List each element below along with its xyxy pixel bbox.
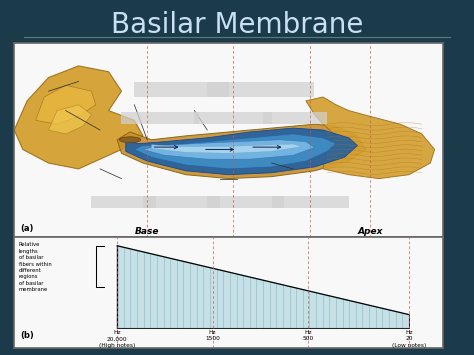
Text: Apex: Apex xyxy=(357,227,383,236)
FancyBboxPatch shape xyxy=(272,196,349,208)
Polygon shape xyxy=(36,85,96,124)
Text: Hz
20
(Low notes): Hz 20 (Low notes) xyxy=(392,330,426,348)
Text: Hz
1500: Hz 1500 xyxy=(205,330,220,342)
FancyBboxPatch shape xyxy=(143,196,220,208)
Polygon shape xyxy=(134,134,336,169)
Text: Base: Base xyxy=(135,227,159,236)
Polygon shape xyxy=(48,105,91,134)
Text: Basilar Membrane: Basilar Membrane xyxy=(111,11,363,39)
FancyBboxPatch shape xyxy=(91,196,156,208)
Text: Relative
lengths
of basilar
fibers within
different
regions
of basilar
membrane: Relative lengths of basilar fibers withi… xyxy=(18,242,51,292)
Text: (b): (b) xyxy=(21,331,35,340)
FancyBboxPatch shape xyxy=(207,82,315,97)
Polygon shape xyxy=(14,66,143,169)
FancyBboxPatch shape xyxy=(194,111,272,124)
FancyBboxPatch shape xyxy=(134,82,228,97)
Polygon shape xyxy=(117,124,366,179)
Polygon shape xyxy=(117,246,409,328)
Polygon shape xyxy=(306,97,435,179)
FancyBboxPatch shape xyxy=(121,111,199,124)
Text: Hz
20,000
(High notes): Hz 20,000 (High notes) xyxy=(99,330,136,348)
Ellipse shape xyxy=(119,137,141,143)
FancyBboxPatch shape xyxy=(207,196,284,208)
FancyBboxPatch shape xyxy=(263,111,328,124)
Polygon shape xyxy=(143,140,315,159)
Text: Hz
500: Hz 500 xyxy=(302,330,314,342)
Polygon shape xyxy=(126,128,357,175)
Text: (a): (a) xyxy=(21,224,34,233)
Polygon shape xyxy=(152,144,301,153)
